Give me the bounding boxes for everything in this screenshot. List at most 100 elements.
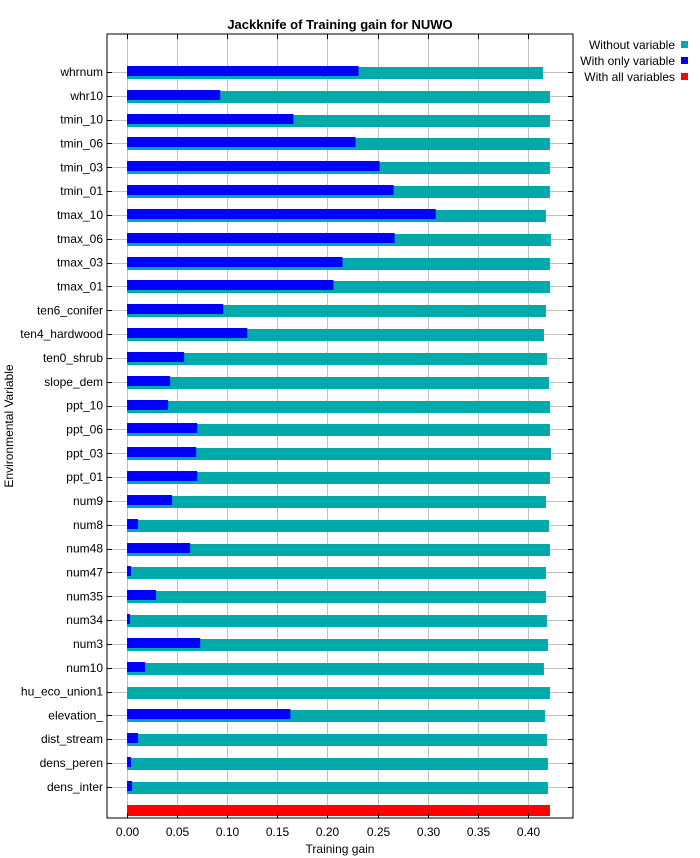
y-tick-label: tmax_10 <box>57 208 103 222</box>
y-tick-label: num34 <box>66 613 103 627</box>
bar-with-only-variable <box>127 614 131 624</box>
y-tick-label: slope_dem <box>44 375 103 389</box>
legend: Without variable With only variable With a… <box>580 38 688 84</box>
y-tick-label: ten4_hardwood <box>20 327 103 341</box>
bar-with-only-variable <box>127 781 133 791</box>
y-tick-label: ppt_10 <box>66 399 103 413</box>
plot-frame <box>106 33 574 819</box>
bar-with-only-variable <box>127 447 197 457</box>
x-tick-label: 0.40 <box>517 825 541 839</box>
legend-label: With all variables <box>584 70 675 84</box>
y-tick-label: num35 <box>66 589 103 603</box>
legend-label: With only variable <box>580 54 675 68</box>
y-axis-label: Environmental Variable <box>2 364 16 488</box>
y-tick-label: ppt_03 <box>66 446 103 460</box>
legend-swatch <box>681 73 688 80</box>
bar-without-variable <box>127 687 550 699</box>
bar-without-variable <box>127 758 548 770</box>
bar-with-only-variable <box>127 733 139 743</box>
bar-without-variable <box>127 305 546 317</box>
y-tick-label: num9 <box>73 494 103 508</box>
y-tick-label: elevation_ <box>48 708 103 722</box>
y-tick-label: tmin_01 <box>60 184 103 198</box>
y-tick-label: tmax_01 <box>57 279 103 293</box>
bar-with-only-variable <box>127 709 291 719</box>
y-tick-label: num3 <box>73 637 103 651</box>
bar-with-only-variable <box>127 471 198 481</box>
x-tick-label: 0.05 <box>166 825 190 839</box>
bar-without-variable <box>127 639 548 651</box>
x-tick-label: 0.30 <box>417 825 441 839</box>
bar-with-only-variable <box>127 352 185 362</box>
x-tick-label: 0.25 <box>367 825 391 839</box>
bar-with-only-variable <box>127 590 157 600</box>
chart-title: Jackknife of Training gain for NUWO <box>227 17 452 32</box>
x-axis-label: Training gain <box>306 842 375 856</box>
bar-with-all-variables <box>127 805 550 816</box>
bar-with-only-variable <box>127 66 359 76</box>
bar-without-variable <box>127 401 550 413</box>
bar-with-only-variable <box>127 566 132 576</box>
bar-with-only-variable <box>127 90 221 100</box>
y-tick-label: ten6_conifer <box>37 303 103 317</box>
bar-without-variable <box>127 663 544 675</box>
y-tick-label: hu_eco_union1 <box>21 685 103 699</box>
y-tick-label: ten0_shrub <box>43 351 103 365</box>
bar-with-only-variable <box>127 543 191 553</box>
bar-without-variable <box>127 615 547 627</box>
y-tick-label: tmin_06 <box>60 136 103 150</box>
bar-without-variable <box>127 91 550 103</box>
y-tick-label: num48 <box>66 542 103 556</box>
x-tick-label: 0.35 <box>467 825 491 839</box>
bar-with-only-variable <box>127 161 380 171</box>
x-tick-label: 0.00 <box>116 825 140 839</box>
y-tick-label: num8 <box>73 518 103 532</box>
bar-with-only-variable <box>127 233 395 243</box>
y-tick-label: num47 <box>66 565 103 579</box>
bar-with-only-variable <box>127 137 356 147</box>
bar-with-only-variable <box>127 114 294 124</box>
y-tick-label: ppt_01 <box>66 470 103 484</box>
bar-with-only-variable <box>127 280 334 290</box>
y-axis: whrnum whr10 tmin_10 tmin_06 tmin_03 tmin_01t… <box>20 65 573 794</box>
y-tick-label: tmin_10 <box>60 113 103 127</box>
bar-without-variable <box>127 544 550 556</box>
bar-with-only-variable <box>127 304 224 314</box>
bar-without-variable <box>127 424 550 436</box>
bar-without-variable <box>127 353 547 365</box>
y-tick-label: ppt_06 <box>66 422 103 436</box>
bar-with-only-variable <box>127 209 436 219</box>
x-tick-label: 0.20 <box>316 825 340 839</box>
bar-with-only-variable <box>127 328 248 338</box>
bar-without-variable <box>127 734 547 746</box>
bar-with-only-variable <box>127 257 343 267</box>
y-tick-label: dens_peren <box>40 756 103 770</box>
x-tick-label: 0.15 <box>266 825 290 839</box>
bar-with-only-variable <box>127 495 173 505</box>
bar-without-variable <box>127 591 546 603</box>
bar-with-only-variable <box>127 400 169 410</box>
bar-without-variable <box>127 448 551 460</box>
bar-with-only-variable <box>127 757 132 767</box>
bar-with-only-variable <box>127 519 139 529</box>
y-tick-label: num10 <box>66 661 103 675</box>
y-tick-label: whrnum <box>59 65 103 79</box>
legend-swatch <box>681 41 688 48</box>
legend-label: Without variable <box>589 38 675 52</box>
y-tick-label: dist_stream <box>41 732 103 746</box>
bars <box>127 66 551 816</box>
y-tick-label: dens_inter <box>47 780 103 794</box>
y-tick-label: whr10 <box>69 89 103 103</box>
legend-swatch <box>681 57 688 64</box>
bar-without-variable <box>127 782 548 794</box>
bar-with-only-variable <box>127 376 171 386</box>
bar-without-variable <box>127 496 546 508</box>
bar-without-variable <box>127 520 549 532</box>
bar-with-only-variable <box>127 662 146 672</box>
bar-with-only-variable <box>127 185 394 195</box>
bar-with-only-variable <box>127 638 201 648</box>
bar-without-variable <box>127 472 550 484</box>
x-tick-label: 0.10 <box>216 825 240 839</box>
y-tick-label: tmax_06 <box>57 232 103 246</box>
